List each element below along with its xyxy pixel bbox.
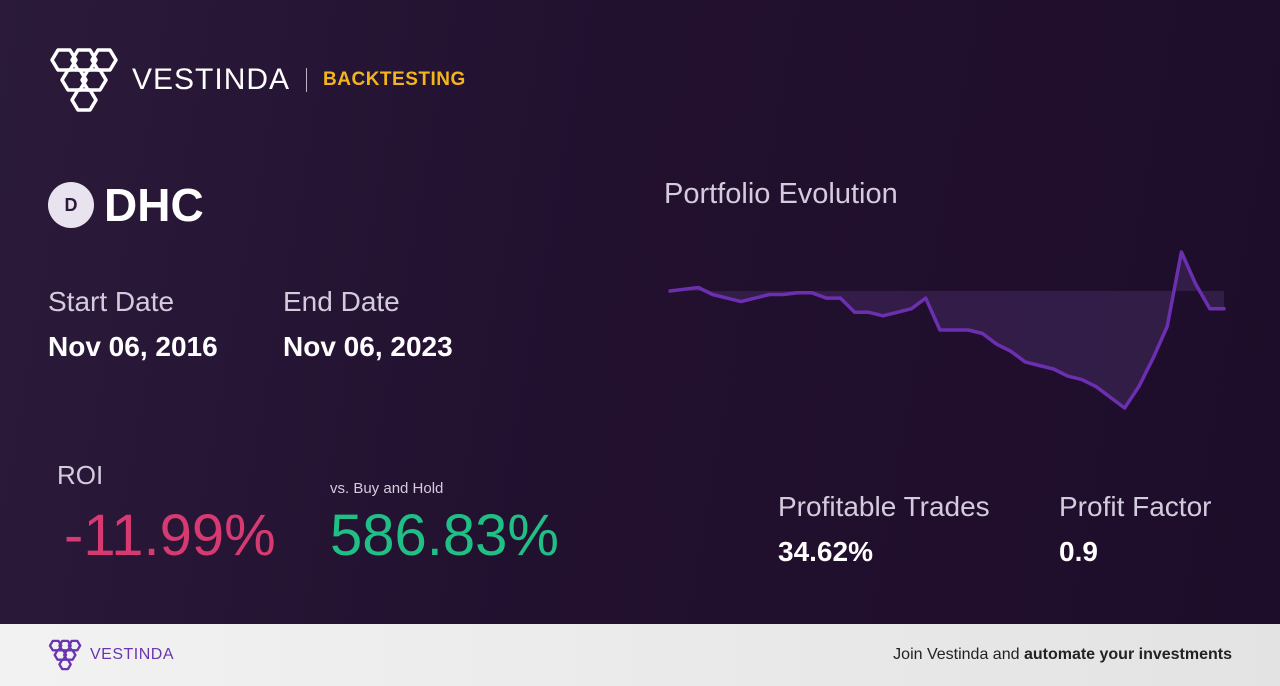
chart-title: Portfolio Evolution [664, 178, 898, 210]
start-date-label: Start Date [48, 286, 175, 317]
profit-factor-label: Profit Factor [1059, 491, 1212, 522]
profitable-trades-label: Profitable Trades [778, 491, 990, 522]
footer: VESTINDA Join Vestinda and automate your… [0, 624, 1280, 686]
section-title: BACKTESTING [323, 69, 466, 90]
end-date-value: Nov 06, 2023 [283, 331, 453, 362]
start-date-value: Nov 06, 2016 [48, 331, 218, 362]
ticker-badge: D [48, 182, 94, 228]
backtest-card: VESTINDA BACKTESTING D DHC Start Date No… [0, 0, 1280, 624]
roi-value: -11.99% [64, 503, 276, 568]
roi-label: ROI [57, 460, 104, 490]
hexagon-cluster-icon [48, 639, 82, 671]
hexagon-cluster-icon [50, 48, 118, 112]
cta-prefix: Join Vestinda and [893, 646, 1024, 663]
footer-cta[interactable]: Join Vestinda and automate your investme… [893, 646, 1232, 664]
buy-hold-label: vs. Buy and Hold [330, 480, 444, 497]
footer-logo[interactable]: VESTINDA [48, 639, 174, 671]
profit-factor-value: 0.9 [1059, 536, 1098, 567]
end-date-label: End Date [283, 286, 400, 317]
header-divider [306, 68, 308, 92]
footer-brand: VESTINDA [90, 646, 175, 663]
buy-hold-value: 586.83% [330, 503, 559, 568]
cta-bold: automate your investments [1023, 646, 1232, 663]
profitable-trades-value: 34.62% [778, 536, 873, 567]
portfolio-chart [668, 250, 1226, 410]
vestinda-logo[interactable]: VESTINDA BACKTESTING [48, 46, 466, 114]
chart-line [668, 250, 1226, 410]
ticker: D DHC [48, 178, 204, 232]
brand-name: VESTINDA [132, 63, 291, 96]
ticker-symbol: DHC [104, 179, 204, 231]
